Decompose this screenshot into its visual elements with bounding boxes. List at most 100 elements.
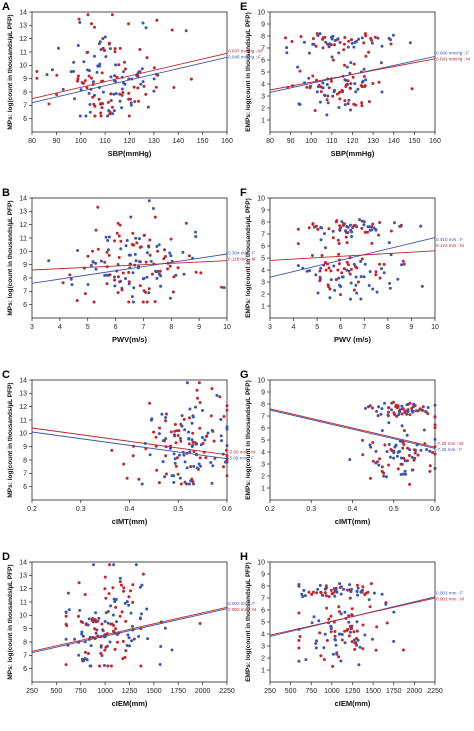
data-point-m xyxy=(373,35,377,39)
y-tick-label: 6 xyxy=(23,116,27,123)
data-point-m xyxy=(137,99,140,103)
data-point-m xyxy=(402,456,406,460)
y-tick-label: 12 xyxy=(19,586,27,593)
data-point-f xyxy=(303,594,307,598)
data-point-f xyxy=(331,34,335,38)
data-point-m xyxy=(350,38,353,42)
data-point-f xyxy=(197,462,201,466)
data-point-m xyxy=(296,242,300,246)
data-point-m xyxy=(343,63,346,67)
data-point-m xyxy=(361,623,365,627)
data-point-m xyxy=(297,646,301,650)
data-point-f xyxy=(363,262,367,266)
data-point-m xyxy=(371,406,374,410)
data-point-f xyxy=(348,71,352,75)
data-point-f xyxy=(380,592,384,596)
y-tick-label: 1 xyxy=(261,485,265,492)
data-point-f xyxy=(332,264,336,268)
data-point-f xyxy=(374,449,378,453)
data-point-m xyxy=(164,454,168,458)
data-point-m xyxy=(416,409,420,413)
data-point-m xyxy=(359,84,363,88)
data-point-f xyxy=(182,453,186,457)
data-point-m xyxy=(115,231,119,235)
x-tick-label: 120 xyxy=(347,138,359,145)
data-point-m xyxy=(315,591,319,595)
data-point-f xyxy=(106,248,110,252)
panel-letter: F xyxy=(240,187,247,199)
data-point-m xyxy=(95,628,99,632)
y-tick-label: 10 xyxy=(257,377,265,384)
y-tick-label: 10 xyxy=(257,9,265,16)
data-point-f xyxy=(128,644,131,648)
data-point-m xyxy=(189,465,193,469)
data-point-f xyxy=(138,260,141,264)
panel-c: C 0.2 0.3 0.4 0.5 0.6 6 7 8 9 10 11 12 13 14 cIMT(mm) MP… xyxy=(2,369,255,526)
data-point-m xyxy=(92,300,96,304)
data-point-f xyxy=(405,433,409,437)
data-point-m xyxy=(325,606,329,610)
data-point-m xyxy=(392,411,396,415)
data-point-m xyxy=(127,114,131,118)
data-point-m xyxy=(329,269,333,273)
data-point-f xyxy=(337,276,341,280)
x-tick-label: 100 xyxy=(305,138,317,145)
data-point-f xyxy=(192,464,196,468)
data-point-f xyxy=(433,437,437,441)
data-point-f xyxy=(362,220,366,224)
data-point-m xyxy=(329,79,333,83)
data-point-f xyxy=(210,428,214,432)
data-point-f xyxy=(89,644,93,648)
data-point-m xyxy=(378,221,382,224)
data-point-m xyxy=(433,452,437,456)
data-point-f xyxy=(66,591,70,595)
x-tick-label: 160 xyxy=(221,138,233,145)
data-point-m xyxy=(402,429,406,433)
data-point-f xyxy=(127,636,131,640)
data-point-m xyxy=(117,234,121,238)
data-point-m xyxy=(35,70,39,73)
data-point-m xyxy=(174,441,178,445)
x-tick-label: 0.2 xyxy=(265,506,275,513)
data-point-m xyxy=(337,605,341,609)
data-point-m xyxy=(347,588,351,592)
fit-annotation: 0.410 m/s : F xyxy=(436,237,463,242)
data-point-m xyxy=(82,81,85,85)
data-point-m xyxy=(158,426,162,430)
data-point-m xyxy=(163,248,166,252)
data-point-f xyxy=(304,658,308,662)
data-point-m xyxy=(113,278,117,282)
data-point-f xyxy=(125,239,129,242)
x-tick-label: 120 xyxy=(124,138,136,145)
data-point-m xyxy=(121,271,125,275)
data-point-f xyxy=(115,620,118,624)
data-point-m xyxy=(319,90,323,94)
data-point-m xyxy=(327,266,331,270)
data-point-f xyxy=(328,296,332,300)
data-point-f xyxy=(318,32,322,36)
data-point-m xyxy=(345,628,349,632)
y-tick-label: 8 xyxy=(23,639,27,646)
data-point-m xyxy=(76,79,79,83)
data-point-f xyxy=(370,228,374,232)
fit-annotation: 0.001 mm : F xyxy=(436,590,463,595)
data-point-f xyxy=(109,75,113,79)
data-point-m xyxy=(118,92,122,96)
data-point-m xyxy=(83,79,87,83)
data-point-f xyxy=(419,448,423,452)
fit-annotation: 0.001 mm : M xyxy=(436,596,464,601)
fit-line-m xyxy=(269,250,436,261)
data-point-f xyxy=(134,259,138,263)
data-point-m xyxy=(158,269,162,273)
data-point-f xyxy=(116,263,120,266)
data-point-m xyxy=(85,51,89,54)
data-point-f xyxy=(350,235,354,238)
data-point-m xyxy=(335,92,339,96)
data-point-f xyxy=(78,21,82,24)
data-point-m xyxy=(172,86,176,89)
data-point-f xyxy=(371,287,375,291)
fit-line-m xyxy=(31,260,228,271)
data-point-f xyxy=(314,273,318,277)
data-point-f xyxy=(101,629,105,633)
data-point-m xyxy=(118,614,122,618)
